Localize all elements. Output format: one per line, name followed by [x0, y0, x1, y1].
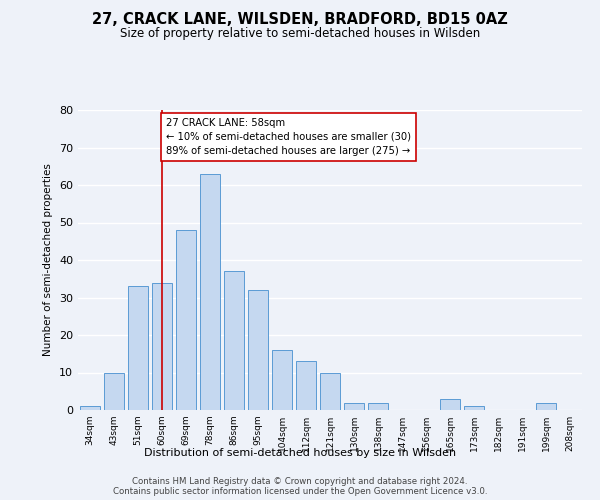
Text: 27 CRACK LANE: 58sqm
← 10% of semi-detached houses are smaller (30)
89% of semi-: 27 CRACK LANE: 58sqm ← 10% of semi-detac… [166, 118, 410, 156]
Y-axis label: Number of semi-detached properties: Number of semi-detached properties [43, 164, 53, 356]
Bar [272, 350, 292, 410]
Bar [176, 230, 196, 410]
Text: 27, CRACK LANE, WILSDEN, BRADFORD, BD15 0AZ: 27, CRACK LANE, WILSDEN, BRADFORD, BD15 … [92, 12, 508, 28]
Bar [224, 271, 244, 410]
Bar [344, 402, 364, 410]
Bar [200, 174, 220, 410]
Bar [80, 406, 100, 410]
Bar [128, 286, 148, 410]
Bar [296, 361, 316, 410]
Text: Distribution of semi-detached houses by size in Wilsden: Distribution of semi-detached houses by … [144, 448, 456, 458]
Bar [536, 402, 556, 410]
Bar [248, 290, 268, 410]
Bar [440, 399, 460, 410]
Bar [368, 402, 388, 410]
Bar [152, 282, 172, 410]
Text: Size of property relative to semi-detached houses in Wilsden: Size of property relative to semi-detach… [120, 28, 480, 40]
Bar [320, 372, 340, 410]
Bar [464, 406, 484, 410]
Bar [104, 372, 124, 410]
Text: Contains public sector information licensed under the Open Government Licence v3: Contains public sector information licen… [113, 486, 487, 496]
Text: Contains HM Land Registry data © Crown copyright and database right 2024.: Contains HM Land Registry data © Crown c… [132, 476, 468, 486]
